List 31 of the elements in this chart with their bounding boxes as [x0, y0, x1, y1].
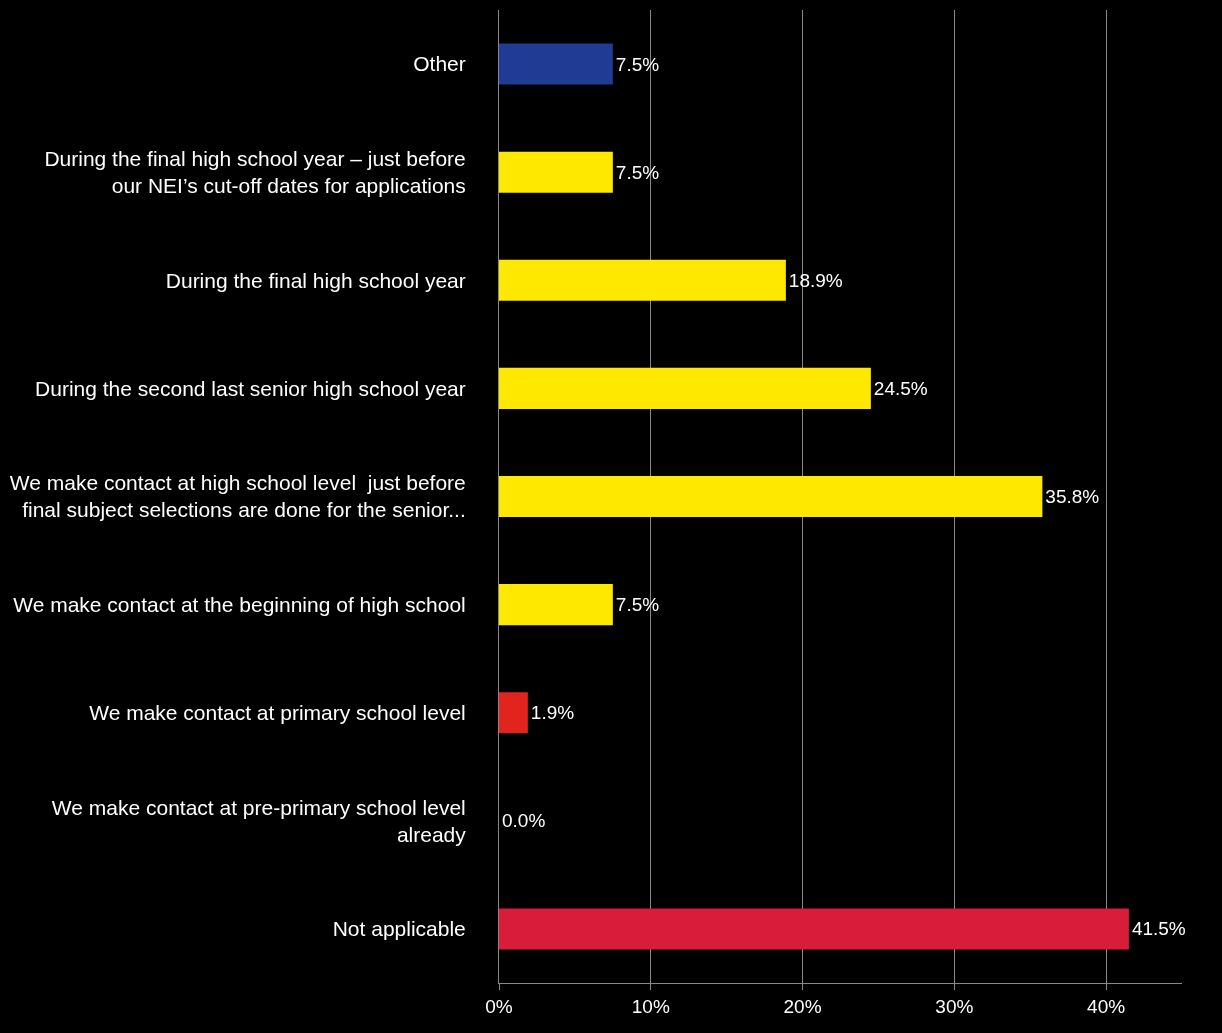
data-label: 41.5% — [1131, 918, 1186, 940]
y-tick-label: During the final high school year – just before our NEI’s cut-off dates for applications — [44, 146, 466, 198]
y-tick-label: We make contact at the beginning of high school — [13, 592, 466, 616]
data-label: 18.9% — [788, 269, 843, 291]
bar — [499, 151, 613, 193]
data-label: 35.8% — [1045, 486, 1100, 507]
bar — [499, 584, 613, 626]
bar — [499, 475, 1043, 518]
x-tick-label: 30% — [935, 995, 974, 1017]
data-label: 7.5% — [615, 53, 660, 75]
data-label: 7.5% — [615, 161, 660, 183]
y-tick-label: Other — [413, 52, 466, 76]
bar — [499, 692, 528, 734]
bar — [499, 43, 613, 85]
bar — [499, 259, 786, 301]
x-tick-label: 0% — [485, 995, 513, 1017]
data-label: 0.0% — [502, 810, 546, 832]
data-label: 24.5% — [873, 377, 928, 399]
y-tick-label: During the final high school year — [165, 268, 466, 292]
y-tick-label: We make contact at primary school level — [89, 701, 466, 725]
y-tick-label: We make contact at pre-primary school level already — [51, 795, 467, 846]
data-label: 7.5% — [615, 594, 660, 616]
y-tick-label: Not applicable — [332, 917, 466, 941]
bar — [499, 908, 1129, 950]
x-tick-label: 10% — [631, 995, 670, 1017]
y-tick-label: We make contact at high school level just before final subject selections are done for the senior... — [9, 471, 466, 522]
data-label: 1.9% — [530, 702, 575, 724]
x-tick-label: 20% — [783, 995, 822, 1017]
y-tick-label: During the second last senior high school year — [35, 376, 466, 400]
x-tick-label: 40% — [1087, 995, 1126, 1017]
bar — [499, 367, 871, 409]
